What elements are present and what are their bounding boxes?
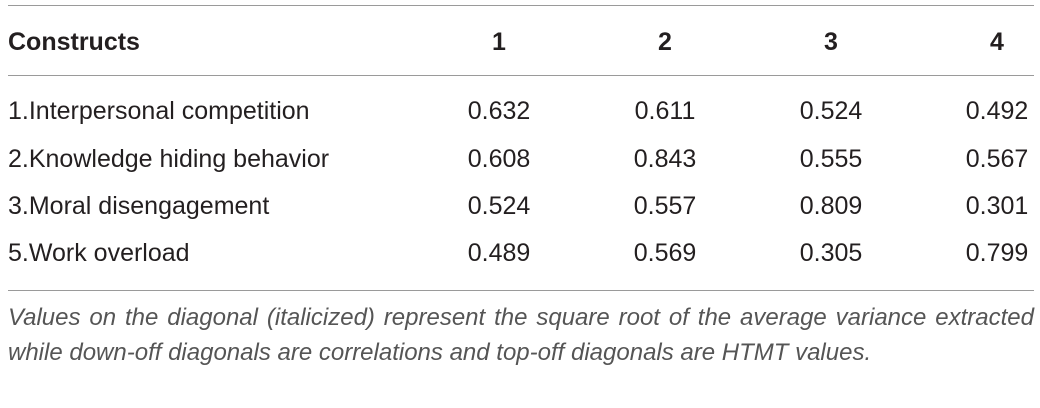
- value-cell: 0.611: [634, 97, 696, 125]
- top-rule: [8, 5, 1034, 6]
- value-cell: 0.492: [965, 97, 1029, 125]
- header-cell: 2: [658, 28, 672, 56]
- row-label: 5.Work overload: [8, 239, 190, 267]
- value-cell: 0.305: [799, 239, 863, 267]
- header-cell: 3: [824, 28, 838, 56]
- header-cell: 4: [990, 28, 1004, 56]
- row-label: 1.Interpersonal competition: [8, 97, 310, 125]
- value-cell: 0.809: [799, 192, 863, 220]
- value-cell: 0.524: [467, 192, 531, 220]
- bottom-rule: [8, 290, 1034, 291]
- header-cell: Constructs: [8, 28, 140, 56]
- table-note: Values on the diagonal (italicized) repr…: [8, 304, 1034, 366]
- value-cell: 0.524: [799, 97, 863, 125]
- value-cell: 0.555: [799, 145, 863, 173]
- value-cell: 0.557: [633, 192, 697, 220]
- row-label: 3.Moral disengagement: [8, 192, 270, 220]
- value-cell: 0.799: [965, 239, 1029, 267]
- value-cell: 0.843: [633, 145, 697, 173]
- value-cell: 0.608: [467, 145, 531, 173]
- header-cell: 1: [492, 28, 506, 56]
- value-cell: 0.489: [467, 239, 531, 267]
- value-cell: 0.301: [965, 192, 1029, 220]
- value-cell: 0.569: [633, 239, 697, 267]
- value-cell: 0.632: [467, 97, 531, 125]
- row-label: 2.Knowledge hiding behavior: [8, 145, 330, 173]
- header-rule: [8, 75, 1034, 76]
- value-cell: 0.567: [965, 145, 1029, 173]
